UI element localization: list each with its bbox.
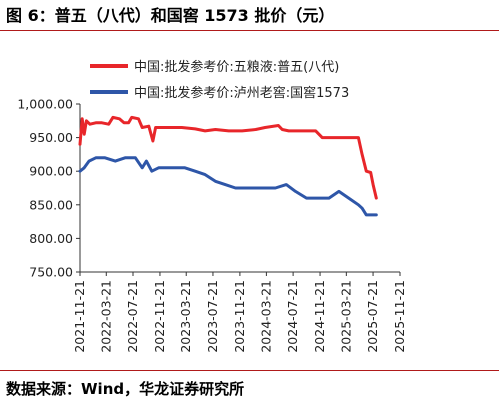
footer-rule <box>0 370 499 371</box>
x-tick-label: 2022-07-21 <box>125 280 140 353</box>
legend-label-series-1: 中国:批发参考价:泸州老窖:国窖1573 <box>134 85 349 101</box>
y-tick-label: 1,000.00 <box>17 97 73 112</box>
x-tick-label: 2022-11-21 <box>152 280 167 353</box>
y-tick-label: 750.00 <box>29 265 73 280</box>
x-tick-label: 2024-07-21 <box>285 280 300 353</box>
x-tick-label: 2021-11-21 <box>72 280 87 353</box>
x-tick-label: 2025-03-21 <box>338 280 353 353</box>
x-tick-label: 2024-11-21 <box>312 280 327 353</box>
x-tick-label: 2025-11-21 <box>392 280 407 353</box>
title-rule <box>0 30 499 31</box>
series-line-0 <box>78 115 378 200</box>
x-tick-label: 2023-07-21 <box>205 280 220 353</box>
series-line-1 <box>78 156 378 217</box>
x-tick-label: 2023-03-21 <box>178 280 193 353</box>
source-note: 数据来源：Wind，华龙证券研究所 <box>6 380 245 398</box>
y-tick-label: 800.00 <box>29 231 73 246</box>
y-tick-label: 850.00 <box>29 197 73 212</box>
y-tick-label: 950.00 <box>29 130 73 145</box>
plot-area <box>78 115 378 217</box>
x-tick-label: 2022-03-21 <box>98 280 113 353</box>
x-tick-label: 2023-11-21 <box>232 280 247 353</box>
x-tick-label: 2024-03-21 <box>258 280 273 353</box>
axes: 750.00 800.00 850.00 900.00 950.00 1,000.00 20… <box>17 97 407 353</box>
x-tick-label: 2025-07-21 <box>365 280 380 353</box>
price-chart: 中国:批发参考价:五粮液:普五(八代) 中国:批发参考价:泸州老窖:国窖1573… <box>17 59 407 353</box>
y-tick-label: 900.00 <box>29 164 73 179</box>
legend-label-series-0: 中国:批发参考价:五粮液:普五(八代) <box>134 59 339 75</box>
figure-title: 图 6：普五（八代）和国窖 1573 批价（元） <box>6 6 335 25</box>
legend: 中国:批发参考价:五粮液:普五(八代) 中国:批发参考价:泸州老窖:国窖1573 <box>90 59 349 101</box>
